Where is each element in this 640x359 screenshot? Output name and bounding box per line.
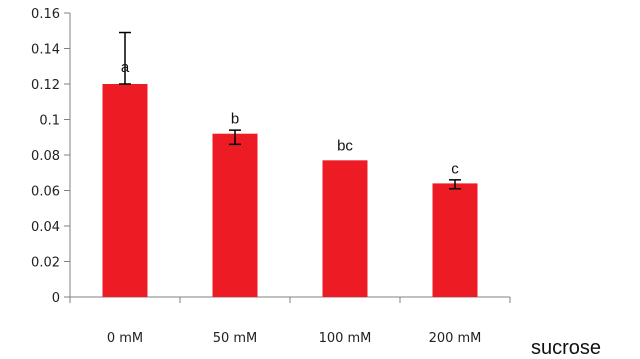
x-tick-label: 100 mM — [319, 331, 372, 346]
x-tick-label: 50 mM — [213, 331, 258, 346]
bar — [432, 183, 478, 297]
x-axis-title: sucrose — [531, 337, 601, 359]
bar — [102, 84, 148, 297]
significance-label: c — [451, 160, 459, 177]
significance-label: bc — [337, 137, 353, 154]
y-tick-label: 0.04 — [31, 220, 60, 235]
y-tick-label: 0 — [52, 291, 60, 306]
y-tick-label: 0.08 — [31, 149, 60, 164]
y-tick-label: 0.1 — [39, 114, 60, 129]
x-tick-label: 0 mM — [107, 331, 143, 346]
axes: 0 0.02 0.04 0.06 0.08 0.1 0.12 0.14 0.16 0 mM 50 m… — [31, 7, 511, 346]
y-tick-label: 0.14 — [31, 43, 60, 58]
y-tick-label: 0.02 — [31, 256, 60, 271]
x-tick-label: 200 mM — [429, 331, 482, 346]
bar — [212, 133, 258, 297]
y-tick-label: 0.06 — [31, 185, 60, 200]
bars — [102, 84, 478, 297]
error-bars — [119, 31, 461, 190]
significance-label: b — [231, 111, 239, 128]
significance-label: a — [121, 59, 130, 76]
y-tick-label: 0.12 — [31, 78, 60, 93]
significance-labels: a b bc c — [121, 59, 459, 177]
bar — [322, 160, 368, 297]
y-tick-label: 0.16 — [31, 7, 60, 22]
